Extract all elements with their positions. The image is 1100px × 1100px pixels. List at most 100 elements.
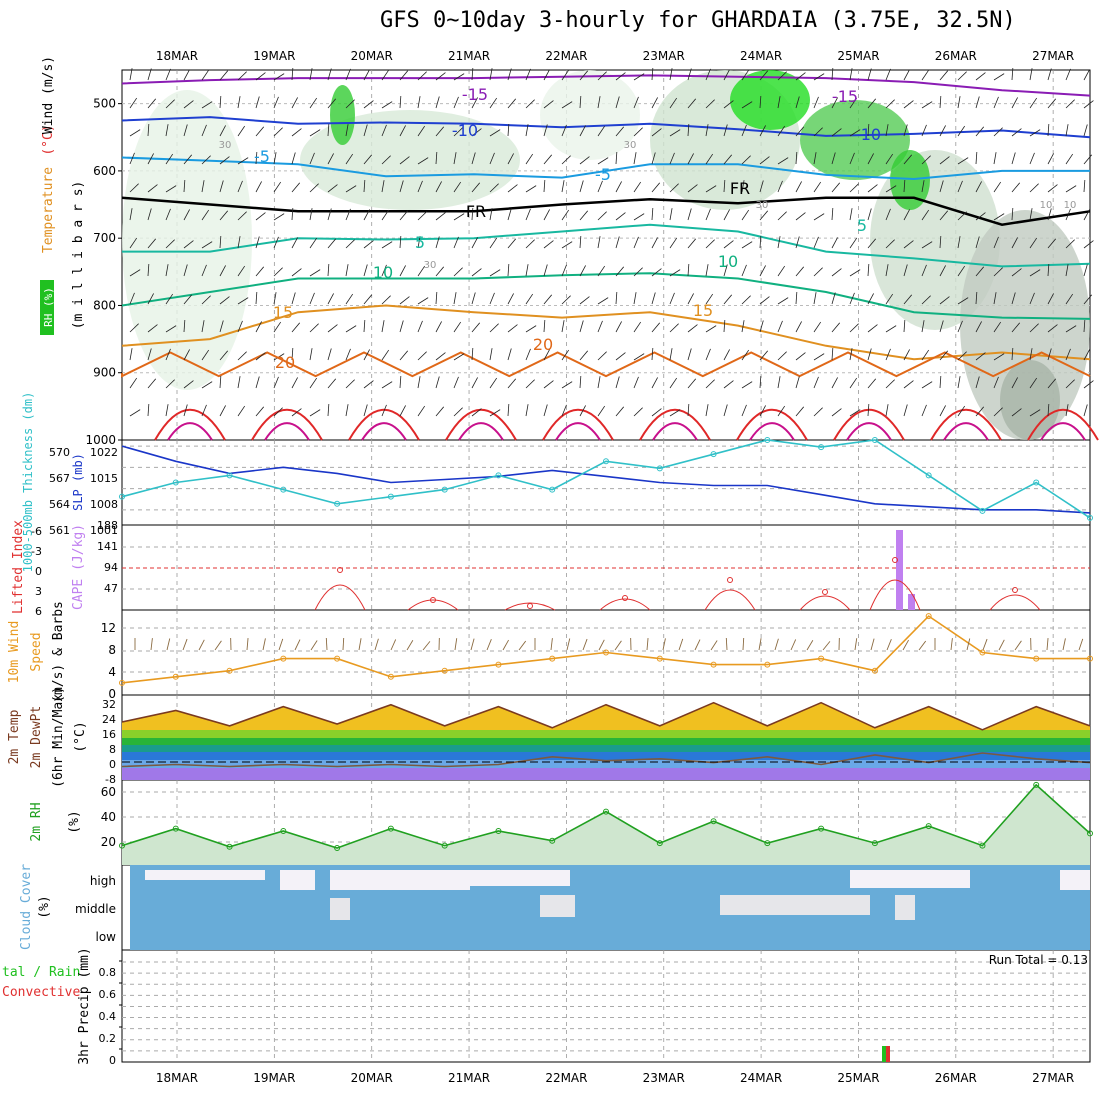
wind-barb	[255, 96, 260, 109]
slp-ylabel: SLP (mb)	[71, 453, 85, 511]
wind-barb	[1029, 237, 1038, 249]
wind-barb	[669, 348, 673, 361]
wind-barb	[399, 70, 409, 81]
wind-barb	[489, 323, 499, 333]
chart-title: GFS 0~10day 3-hourly for GHARDAIA (3.75E…	[380, 8, 1016, 33]
temp-contour-5	[122, 223, 1091, 268]
wind-barb	[777, 320, 783, 333]
wind-barb	[885, 185, 897, 193]
wind-barb	[1011, 348, 1014, 361]
wind-barb	[921, 404, 927, 417]
rh-shading	[300, 110, 520, 210]
wind-barb	[615, 152, 618, 165]
wind-barb	[939, 320, 944, 333]
wind-barb	[435, 236, 440, 249]
wind-barb	[363, 349, 370, 361]
wind-barb	[885, 293, 894, 305]
wind-barb	[345, 153, 354, 165]
wind-barb	[291, 322, 301, 333]
wind-barb	[597, 211, 607, 221]
wind-barb	[1011, 237, 1018, 249]
cloud-level-label: low	[96, 930, 117, 944]
cape-bar	[908, 594, 915, 610]
wind-barb	[1083, 124, 1088, 137]
wind-barb	[723, 264, 728, 277]
wind-barb	[849, 409, 861, 417]
wind-barb	[777, 405, 786, 417]
wind-barb	[435, 72, 446, 81]
wind-barb	[165, 153, 174, 165]
wind-barb	[831, 152, 836, 165]
temp-contour-30	[749, 422, 795, 441]
wind-barb	[507, 348, 512, 361]
wind-barb	[417, 211, 427, 221]
wind-barb	[543, 154, 553, 165]
rh2m-point	[710, 818, 717, 825]
wind-barb	[489, 208, 493, 221]
wind-barb	[813, 353, 825, 361]
rh-tick: 60	[101, 785, 116, 799]
temp2m-panel	[121, 701, 1091, 780]
wind-barb	[885, 404, 889, 417]
wind-barb	[165, 379, 175, 389]
wind-barb	[813, 321, 822, 333]
wind-barb	[183, 404, 188, 417]
wind-barb	[147, 153, 154, 165]
wind-barb	[939, 236, 942, 249]
wind-barb	[975, 152, 978, 165]
wind-barb-10m	[342, 638, 345, 651]
wind-barb	[543, 100, 554, 109]
wind-barb	[165, 208, 171, 221]
wind-barb	[669, 377, 678, 389]
temp-contour-25	[348, 408, 420, 441]
wind-barb	[165, 325, 177, 333]
upper-tick: 800	[93, 298, 116, 312]
wind-barb	[219, 405, 226, 417]
wind-barb	[633, 236, 639, 249]
wind-barb	[399, 125, 406, 137]
wind-barb	[795, 352, 806, 361]
wind-barb	[597, 320, 603, 333]
wind-barb	[759, 236, 762, 249]
wind-barb	[237, 236, 241, 249]
wind-barb	[129, 237, 138, 249]
wind-barb	[237, 320, 243, 333]
wind-barb	[867, 238, 877, 249]
wind-barb	[921, 264, 927, 277]
wind-barb	[777, 180, 783, 193]
wind-barb	[471, 208, 474, 221]
wind-barb	[201, 101, 213, 109]
wind-barb	[921, 101, 933, 109]
contour-label: 10	[373, 263, 393, 282]
wind-barb-10m	[886, 639, 892, 651]
wind-ylabel-1: 10m Wind	[7, 621, 22, 684]
wind-barb	[903, 209, 910, 221]
contour-label: FR	[730, 179, 750, 198]
thickness-tick: 564	[49, 498, 70, 511]
wind-barb	[759, 320, 764, 333]
wind-barb	[543, 69, 550, 81]
li-point	[822, 589, 828, 595]
wind-barb	[939, 376, 942, 389]
wind-barb	[597, 376, 601, 389]
wind-barb	[363, 240, 374, 249]
wind-barb	[399, 265, 406, 277]
wind-barb	[453, 321, 462, 333]
wind-barb	[129, 323, 139, 333]
wind-barb	[651, 377, 658, 389]
wind-barb	[183, 320, 186, 333]
wind-barb	[741, 124, 747, 137]
wind-barb	[1083, 349, 1090, 361]
wind-barb	[975, 181, 982, 193]
wind-barb	[453, 127, 463, 137]
rh-legend-swatch	[40, 280, 54, 335]
wind-barb	[381, 241, 393, 249]
temp-tick: 0	[109, 758, 116, 771]
wind-barb	[651, 97, 658, 109]
wind-barb	[903, 404, 908, 417]
wind-barb-10m	[1046, 638, 1049, 651]
wind-barb	[435, 212, 446, 221]
wind-barb	[1011, 292, 1016, 305]
precip-ylabel-1: tal / Rain	[2, 965, 80, 980]
wind-barb	[921, 155, 931, 165]
